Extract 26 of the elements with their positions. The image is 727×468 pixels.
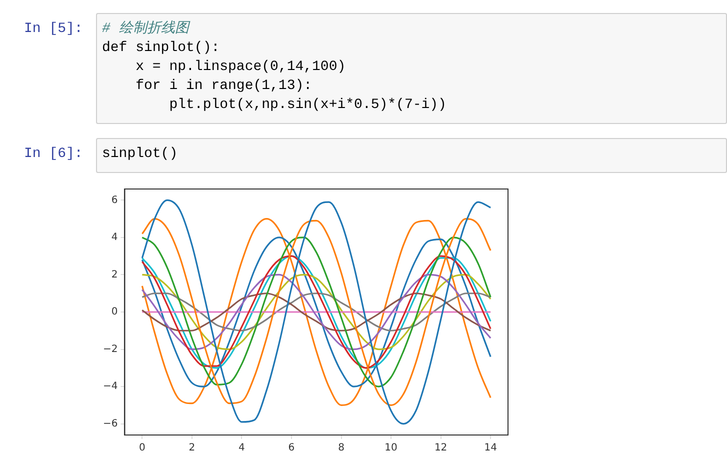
y-tick-label: −4	[102, 381, 118, 392]
text: for i in range(1,13):	[134, 77, 312, 96]
text: x = np.linspace(0,14,100)	[134, 58, 346, 77]
line-series	[141, 292, 492, 332]
y-tick-label: −2	[102, 344, 118, 355]
y-tick-label: 2	[111, 269, 118, 280]
x-tick-label: 6	[288, 442, 295, 454]
line-series	[141, 274, 492, 350]
text: def sinplot():	[102, 39, 220, 58]
y-tick-label: 0	[111, 306, 118, 318]
x-tick-label: 4	[238, 442, 245, 454]
x-tick-label: 8	[338, 442, 344, 454]
text: In [6]:	[24, 145, 83, 164]
text: plt.plot(x,np.sin(x+i*0.5)*(7-i))	[168, 96, 446, 115]
x-tick-label: 12	[434, 442, 448, 454]
y-tick-label: 4	[111, 232, 118, 244]
text: sinplot()	[102, 145, 178, 164]
text: In [5]:	[24, 20, 83, 39]
x-tick-label: 2	[188, 442, 196, 454]
y-tick-label: 6	[111, 194, 118, 206]
x-tick-label: 10	[384, 442, 398, 454]
x-tick-label: 14	[484, 442, 497, 454]
x-tick-label: 0	[138, 442, 146, 454]
text: # 绘制折线图	[102, 20, 189, 39]
y-tick-label: −6	[102, 418, 118, 430]
line-series	[141, 255, 492, 369]
